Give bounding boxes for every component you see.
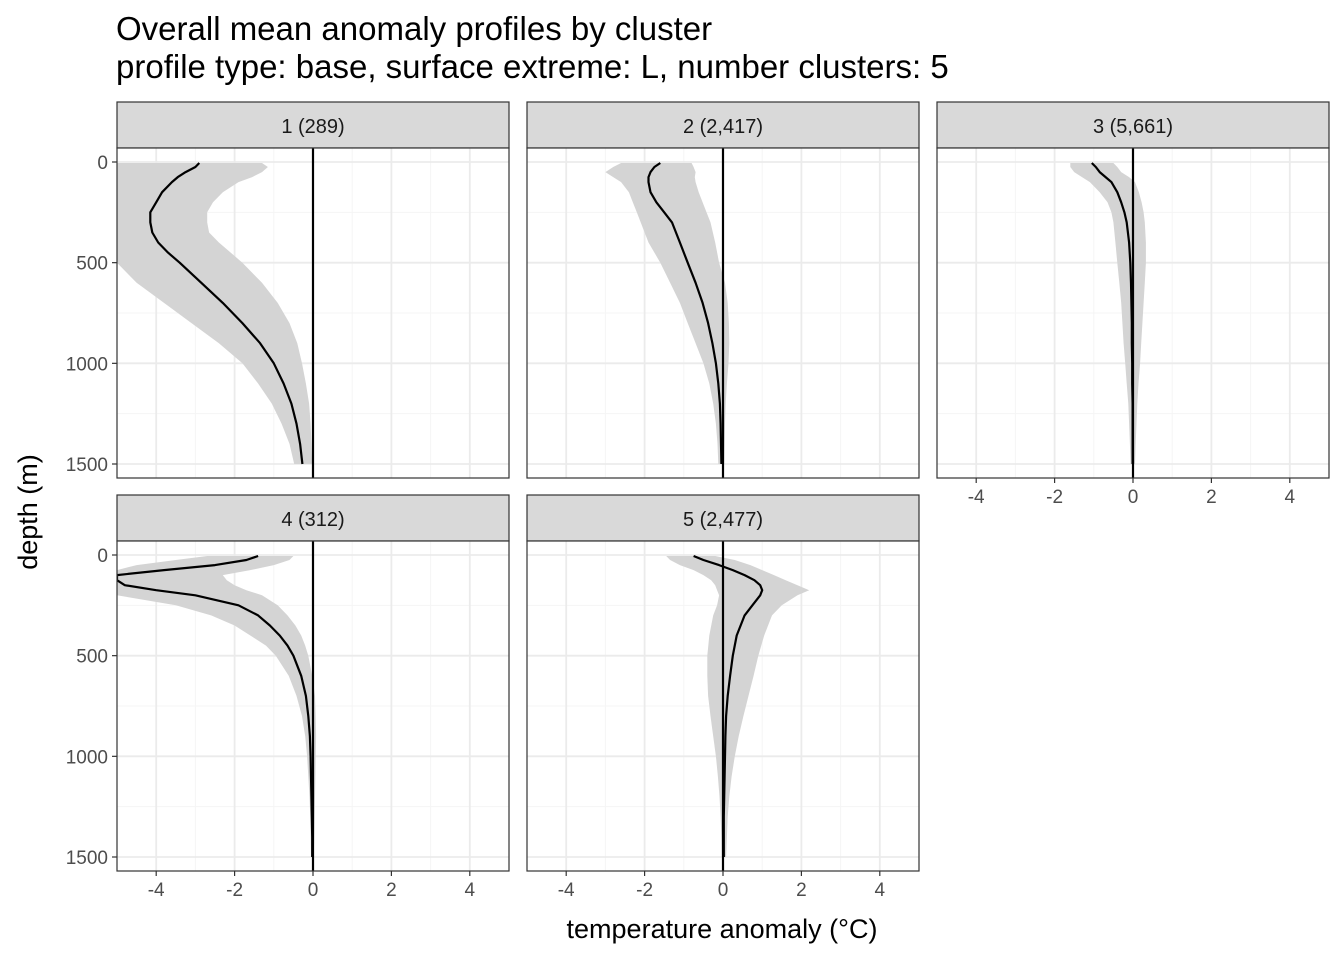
facet-strip [116, 494, 510, 542]
facet-label: 3 (5,661) [1093, 116, 1173, 138]
panel-border [116, 147, 510, 479]
band-group [117, 554, 317, 857]
y-tick-label: 1000 [66, 747, 108, 768]
y-axis-title: depth (m) [13, 454, 43, 570]
confidence-band [1070, 163, 1146, 464]
y-tick-label: 0 [97, 546, 108, 567]
mean-profile-line [693, 554, 764, 857]
y-tick-label: 1000 [66, 354, 108, 375]
panels: 1 (289) 0 500 1000 1500 2 (2,417) 3 (5,661) -4 -… [66, 101, 1330, 901]
band-group [117, 162, 313, 465]
confidence-band [117, 163, 313, 464]
x-tick-label: 4 [465, 880, 476, 901]
facet-label: 2 (2,417) [683, 116, 763, 138]
panel-1: 1 (289) 0 500 1000 1500 [66, 101, 510, 479]
chart-subtitle: profile type: base, surface extreme: L, … [116, 48, 949, 85]
panel-2: 2 (2,417) [526, 101, 920, 479]
facet-label: 1 (289) [281, 116, 344, 138]
confidence-band [666, 556, 810, 857]
x-tick-label: -2 [1046, 487, 1063, 508]
facet-strip [936, 101, 1330, 149]
panel-5: 5 (2,477) -4 -2 0 2 4 [526, 494, 920, 901]
x-tick-label: 2 [386, 880, 397, 901]
mean-profile-line [149, 162, 304, 465]
y-tick-label: 1500 [66, 848, 108, 869]
x-tick-label: 2 [1206, 487, 1217, 508]
y-tick-label: 1500 [66, 455, 108, 476]
panel-border [526, 147, 920, 479]
band-group [666, 554, 810, 857]
y-tick-label: 500 [76, 647, 108, 668]
x-tick-label: 0 [718, 880, 729, 901]
confidence-band [117, 556, 317, 857]
confidence-band [605, 163, 730, 464]
x-tick-label: 0 [308, 880, 319, 901]
x-tick-label: -4 [148, 880, 165, 901]
x-tick-label: 0 [1128, 487, 1139, 508]
chart-title: Overall mean anomaly profiles by cluster [116, 10, 712, 47]
x-tick-label: -2 [226, 880, 243, 901]
panel-4: 4 (312) 0 500 1000 1500 -4 -2 0 2 4 [66, 494, 510, 901]
x-tick-label: 2 [796, 880, 807, 901]
x-tick-label: 4 [1285, 487, 1296, 508]
mean-profile-line [647, 162, 723, 465]
band-group [605, 162, 730, 465]
x-tick-label: -4 [558, 880, 575, 901]
facet-strip [116, 101, 510, 149]
y-tick-label: 500 [76, 254, 108, 275]
mean-profile-line [117, 554, 314, 857]
facet-label: 4 (312) [281, 509, 344, 531]
panel-3: 3 (5,661) -4 -2 0 2 4 [936, 101, 1330, 508]
x-tick-label: -4 [968, 487, 985, 508]
y-tick-label: 0 [97, 153, 108, 174]
x-tick-label: -2 [636, 880, 653, 901]
x-axis-title: temperature anomaly (°C) [567, 914, 878, 944]
x-tick-label: 4 [875, 880, 886, 901]
facet-label: 5 (2,477) [683, 509, 763, 531]
